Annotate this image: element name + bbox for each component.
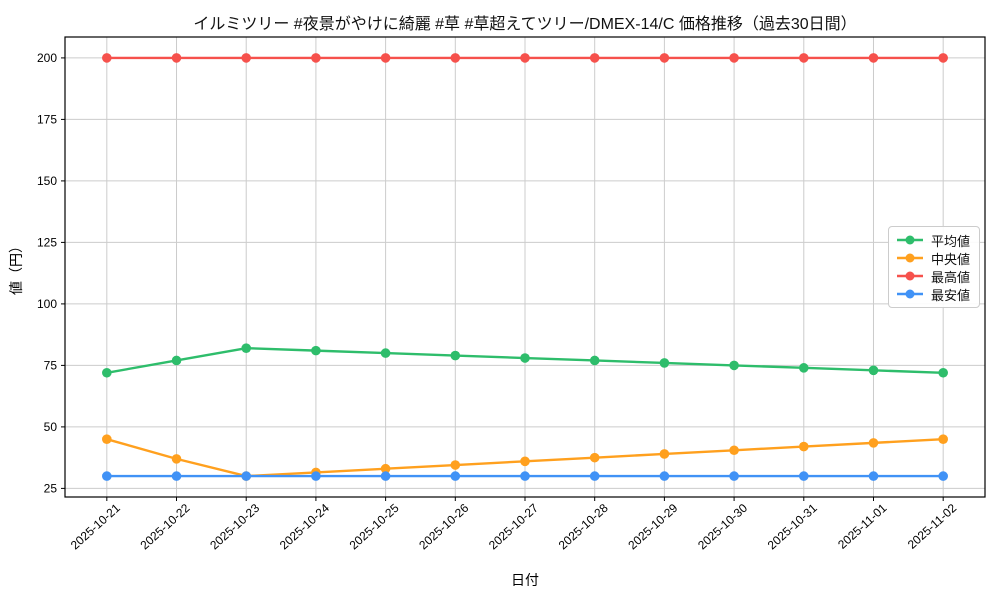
data-point-marker [868, 365, 879, 376]
x-tick-label: 2025-10-23 [207, 501, 262, 553]
data-point-marker [729, 445, 739, 456]
legend-item: 最高値 [896, 268, 972, 285]
data-point-marker [729, 53, 739, 63]
data-point-marker [798, 363, 809, 373]
data-point-marker [450, 460, 461, 470]
legend-label: 平均値 [931, 233, 971, 249]
data-point-marker [938, 367, 948, 378]
data-point-marker [589, 471, 600, 481]
data-point-marker [102, 367, 112, 378]
data-point-marker [520, 353, 530, 363]
x-axis-label: 日付 [511, 572, 539, 588]
x-tick-label: 2025-11-01 [835, 501, 890, 552]
data-point-marker [520, 456, 530, 467]
data-point-marker [241, 53, 252, 63]
data-point-marker [311, 53, 321, 63]
data-point-marker [171, 355, 182, 366]
data-point-marker [450, 471, 461, 481]
data-point-marker [589, 452, 600, 463]
data-point-marker [171, 53, 182, 63]
legend-swatch-icon [897, 271, 923, 281]
data-point-marker [798, 53, 809, 63]
data-point-marker [311, 471, 321, 481]
y-tick-label: 100 [37, 297, 57, 311]
legend-swatch-icon [897, 289, 923, 299]
data-point-marker [102, 53, 112, 63]
data-point-marker [241, 343, 252, 353]
legend-label: 中央値 [931, 251, 971, 267]
legend-label: 最高値 [931, 269, 971, 285]
data-point-marker [868, 438, 879, 448]
data-point-marker [450, 350, 461, 361]
x-tick-label: 2025-10-25 [347, 501, 402, 553]
data-point-marker [659, 471, 670, 481]
y-tick-label: 50 [44, 420, 58, 434]
x-tick-label: 2025-10-28 [556, 501, 611, 553]
data-point-marker [171, 471, 182, 481]
data-point-marker [171, 454, 182, 464]
data-point-marker [589, 53, 600, 63]
data-point-marker [729, 471, 739, 481]
x-tick-label: 2025-10-27 [486, 501, 541, 553]
data-point-marker [380, 348, 391, 358]
data-point-marker [868, 53, 879, 63]
legend-swatch-icon [897, 235, 923, 245]
data-point-marker [450, 53, 461, 63]
data-point-marker [102, 471, 112, 481]
data-point-marker [102, 434, 112, 444]
y-tick-label: 175 [37, 112, 57, 126]
legend-label: 最安値 [931, 287, 971, 303]
legend: 平均値中央値最高値最安値 [888, 226, 980, 308]
data-point-marker [729, 360, 739, 371]
x-tick-label: 2025-10-31 [765, 501, 820, 553]
y-tick-label: 25 [44, 481, 58, 495]
legend-item: 中央値 [896, 250, 972, 267]
x-tick-label: 2025-11-02 [905, 501, 960, 552]
legend-item: 最安値 [896, 286, 972, 303]
y-tick-label: 200 [37, 51, 57, 65]
legend-item: 平均値 [896, 232, 972, 249]
y-tick-label: 150 [37, 174, 57, 188]
x-tick-label: 2025-10-21 [68, 501, 123, 553]
data-point-marker [589, 355, 600, 366]
data-point-marker [520, 53, 530, 63]
data-point-marker [798, 441, 809, 452]
data-point-marker [659, 358, 670, 368]
data-point-marker [380, 463, 391, 474]
y-axis-label: 値（円） [8, 239, 24, 295]
data-point-marker [659, 449, 670, 459]
chart-title: イルミツリー #夜景がやけに綺麗 #草 #草超えてツリー/DMEX-14/C 価… [193, 16, 857, 33]
x-tick-label: 2025-10-30 [695, 501, 750, 553]
data-point-marker [659, 53, 670, 63]
data-point-marker [868, 471, 879, 481]
legend-swatch-icon [897, 253, 923, 263]
data-point-marker [380, 471, 391, 481]
x-tick-label: 2025-10-24 [277, 501, 332, 553]
data-point-marker [938, 434, 948, 444]
data-point-marker [520, 471, 530, 481]
x-tick-label: 2025-10-26 [416, 501, 471, 553]
data-point-marker [938, 53, 948, 63]
plot-border [64, 36, 986, 498]
y-tick-label: 75 [44, 358, 58, 372]
x-tick-label: 2025-10-29 [625, 501, 680, 553]
data-point-marker [311, 345, 321, 356]
x-tick-label: 2025-10-22 [138, 501, 193, 553]
data-point-marker [241, 471, 252, 481]
data-point-marker [798, 471, 809, 481]
data-point-marker [938, 471, 948, 481]
y-tick-label: 125 [37, 235, 57, 249]
data-point-marker [380, 53, 391, 63]
